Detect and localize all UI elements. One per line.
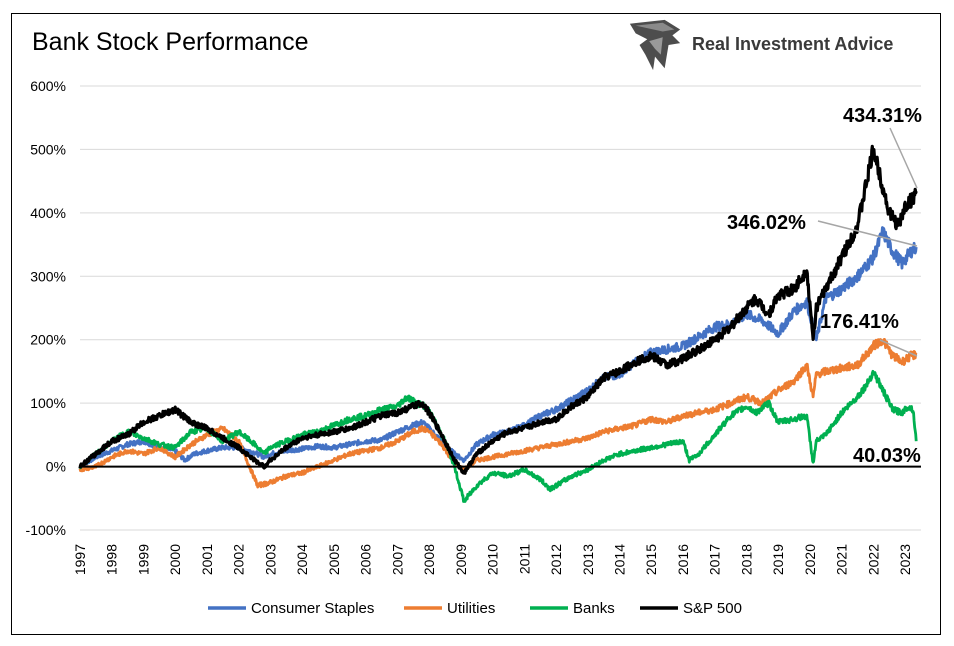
x-tick-label: 2002 xyxy=(231,544,247,575)
legend-label-banks: Banks xyxy=(573,600,615,617)
legend-label-consumer-staples: Consumer Staples xyxy=(251,600,374,617)
x-tick-label: 2001 xyxy=(199,544,215,575)
x-tick-label: 2003 xyxy=(262,544,278,575)
x-tick-label: 2015 xyxy=(643,544,659,575)
x-tick-label: 2014 xyxy=(612,544,628,575)
x-tick-label: 2010 xyxy=(485,544,501,575)
y-axis-labels: 600% 500% 400% 300% 200% 100% 0% -100% xyxy=(26,78,66,538)
series-line-banks xyxy=(78,369,918,503)
brand-name: Real Investment Advice xyxy=(692,34,894,54)
annotation-label: 434.31% xyxy=(843,105,922,127)
x-tick-label: 2018 xyxy=(738,544,754,575)
y-tick-label: 100% xyxy=(30,395,66,411)
x-tick-label: 1999 xyxy=(135,544,151,575)
annotations: 434.31% 346.02% 176.41% 40.03% xyxy=(727,105,922,467)
x-axis-labels: 1997 1998 1999 2000 2001 2002 2003 2004 2005 2006… xyxy=(72,544,913,575)
grid-lines xyxy=(80,85,921,531)
y-tick-label: -100% xyxy=(26,522,66,538)
x-tick-label: 2009 xyxy=(453,544,469,575)
x-tick-label: 2004 xyxy=(294,544,310,575)
annotation-leader-line xyxy=(889,127,918,189)
y-tick-label: 200% xyxy=(30,332,66,348)
x-tick-label: 2007 xyxy=(389,544,405,575)
annotation-label: 346.02% xyxy=(727,212,806,234)
annotation-leader-line xyxy=(817,220,918,247)
chart-title: Bank Stock Performance xyxy=(32,28,309,56)
annotation-label: 176.41% xyxy=(820,311,899,333)
x-tick-label: 2021 xyxy=(834,544,850,575)
x-tick-label: 2019 xyxy=(770,544,786,575)
annotation-leader-line xyxy=(879,339,918,357)
legend: Consumer Staples Utilities Banks S&P 500 xyxy=(208,600,742,617)
y-tick-label: 600% xyxy=(30,78,66,94)
x-tick-label: 2005 xyxy=(326,544,342,575)
legend-label-s-p-500: S&P 500 xyxy=(683,600,742,617)
annotation-label: 40.03% xyxy=(853,445,921,467)
y-tick-label: 500% xyxy=(30,141,66,157)
x-tick-label: 2016 xyxy=(675,544,691,575)
x-tick-label: 2023 xyxy=(897,544,913,575)
y-tick-label: 300% xyxy=(30,268,66,284)
legend-label-utilities: Utilities xyxy=(447,600,495,617)
x-tick-label: 2000 xyxy=(167,544,183,575)
x-tick-label: 2011 xyxy=(516,544,532,574)
series-line-utilities xyxy=(78,338,918,489)
x-tick-label: 2012 xyxy=(548,544,564,575)
series-line-consumer-staples xyxy=(78,226,918,469)
series-lines xyxy=(78,144,918,503)
x-tick-label: 2020 xyxy=(802,544,818,575)
eagle-logo-icon xyxy=(629,19,681,71)
x-tick-label: 2008 xyxy=(421,544,437,575)
x-tick-label: 2022 xyxy=(865,544,881,575)
x-tick-label: 1997 xyxy=(72,544,88,575)
x-tick-label: 2006 xyxy=(358,544,374,575)
x-tick-label: 1998 xyxy=(104,544,120,575)
x-tick-label: 2017 xyxy=(707,544,723,575)
x-tick-label: 2013 xyxy=(580,544,596,575)
y-tick-label: 0% xyxy=(46,459,66,475)
series-line-s-p-500 xyxy=(78,144,918,475)
y-tick-label: 400% xyxy=(30,205,66,221)
